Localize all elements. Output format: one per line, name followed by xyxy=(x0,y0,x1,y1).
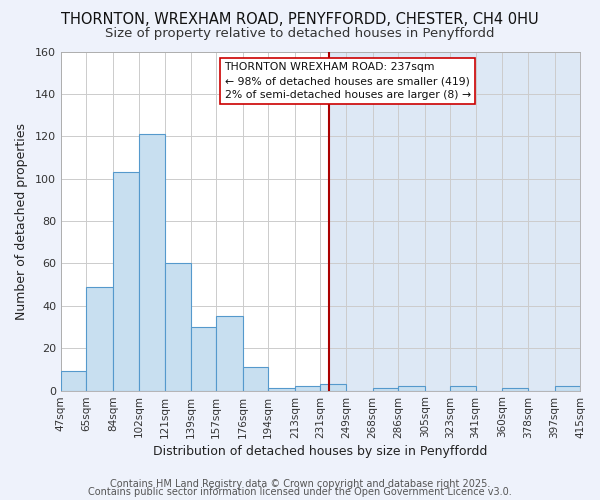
Bar xyxy=(139,134,166,390)
Y-axis label: Number of detached properties: Number of detached properties xyxy=(15,122,28,320)
Bar xyxy=(191,327,216,390)
Text: THORNTON, WREXHAM ROAD, PENYFFORDD, CHESTER, CH4 0HU: THORNTON, WREXHAM ROAD, PENYFFORDD, CHES… xyxy=(61,12,539,28)
Bar xyxy=(268,388,295,390)
Bar xyxy=(450,386,476,390)
Bar xyxy=(216,316,243,390)
Bar xyxy=(243,368,268,390)
Bar xyxy=(295,386,320,390)
Text: THORNTON WREXHAM ROAD: 237sqm
← 98% of detached houses are smaller (419)
2% of s: THORNTON WREXHAM ROAD: 237sqm ← 98% of d… xyxy=(224,62,470,100)
Bar xyxy=(502,388,528,390)
X-axis label: Distribution of detached houses by size in Penyffordd: Distribution of detached houses by size … xyxy=(153,444,488,458)
Bar xyxy=(61,52,329,390)
Bar xyxy=(373,388,398,390)
Bar xyxy=(113,172,139,390)
Bar xyxy=(166,264,191,390)
Bar xyxy=(320,384,346,390)
Bar xyxy=(61,372,86,390)
Bar xyxy=(329,52,580,390)
Text: Contains HM Land Registry data © Crown copyright and database right 2025.: Contains HM Land Registry data © Crown c… xyxy=(110,479,490,489)
Text: Size of property relative to detached houses in Penyffordd: Size of property relative to detached ho… xyxy=(105,28,495,40)
Text: Contains public sector information licensed under the Open Government Licence v3: Contains public sector information licen… xyxy=(88,487,512,497)
Bar xyxy=(398,386,425,390)
Bar xyxy=(86,286,113,391)
Bar xyxy=(554,386,580,390)
